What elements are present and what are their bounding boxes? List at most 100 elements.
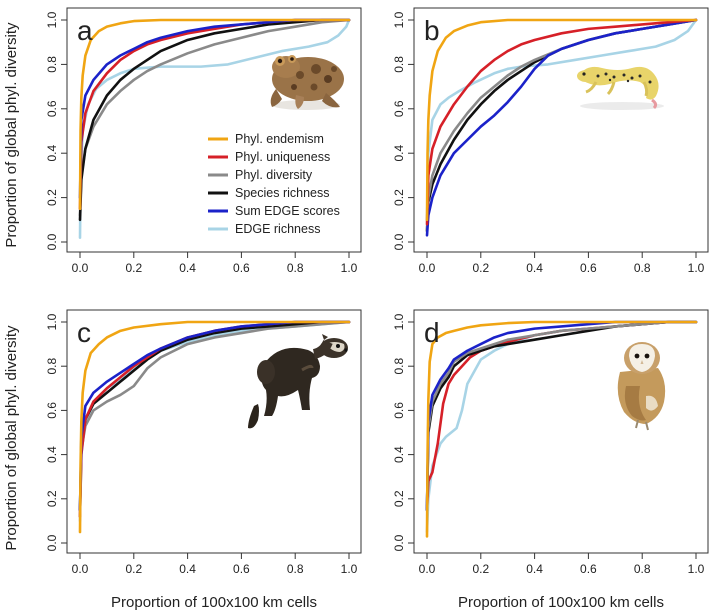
plot-frame-d xyxy=(413,309,709,554)
y-axis-b: 0.0 0.2 0.4 0.6 0.8 1.0 xyxy=(392,11,414,250)
y-tick-label: 0.4 xyxy=(45,145,59,162)
x-tick-label: 0.4 xyxy=(179,261,196,275)
ferret-illustration xyxy=(248,334,348,429)
panel-b: 0.0 0.2 0.4 0.6 0.8 1.0 0.0 0.2 0.4 0.6 0.8 1.0 b xyxy=(392,7,709,275)
legend-label: Phyl. diversity xyxy=(235,168,313,182)
x-axis-title-left: Proportion of 100x100 km cells xyxy=(111,594,317,611)
x-tick-label: 0.8 xyxy=(287,562,304,576)
series-line-phyl-endemism xyxy=(425,18,698,222)
panel-letter-b: b xyxy=(424,15,440,46)
x-tick-label: 0.2 xyxy=(472,562,489,576)
y-tick-label: 0.8 xyxy=(45,56,59,73)
x-axis-a: 0.0 0.2 0.4 0.6 0.8 1.0 xyxy=(72,252,358,275)
x-tick-label: 0.6 xyxy=(233,261,250,275)
y-tick-label: 0.8 xyxy=(392,358,406,375)
x-tick-label: 0.4 xyxy=(179,562,196,576)
series-line-phyl-diversity xyxy=(425,18,698,233)
series-line-species-richness xyxy=(78,320,351,512)
toad-illustration xyxy=(270,55,344,110)
y-tick-label: 1.0 xyxy=(45,313,59,330)
series-line-edge-richness xyxy=(425,18,698,222)
y-axis-title-top: Proportion of global phyl. diversity xyxy=(3,22,20,248)
y-tick-label: 0.0 xyxy=(392,534,406,551)
series-line-phyl-diversity xyxy=(425,320,698,512)
y-tick-label: 0.8 xyxy=(45,358,59,375)
x-tick-label: 0.0 xyxy=(72,562,89,576)
x-tick-label: 0.8 xyxy=(634,261,651,275)
legend-entry: Species richness xyxy=(208,186,330,200)
y-tick-label: 0.6 xyxy=(392,402,406,419)
legend-entry: EDGE richness xyxy=(208,222,320,236)
y-tick-label: 0.2 xyxy=(45,490,59,507)
x-tick-label: 0.2 xyxy=(125,261,142,275)
series-line-phyl-endemism xyxy=(78,18,351,210)
x-tick-label: 0.0 xyxy=(419,562,436,576)
legend-label: Sum EDGE scores xyxy=(235,204,340,218)
y-tick-label: 0.2 xyxy=(45,189,59,206)
legend-entry: Phyl. diversity xyxy=(208,168,313,182)
x-tick-label: 0.8 xyxy=(287,261,304,275)
series-line-sum-edge-scores xyxy=(78,320,351,512)
legend-entry: Phyl. endemism xyxy=(208,132,324,146)
x-tick-label: 0.6 xyxy=(580,261,597,275)
series-line-phyl-endemism xyxy=(425,320,698,538)
panel-a: 0.0 0.2 0.4 0.6 0.8 1.0 0.0 0.2 0.4 0.6 0.8 1.0 a xyxy=(45,7,362,275)
y-tick-label: 0.4 xyxy=(392,145,406,162)
x-tick-label: 0.2 xyxy=(472,261,489,275)
x-axis-d: 0.0 0.2 0.4 0.6 0.8 1.0 xyxy=(419,553,705,576)
series-line-phyl-uniqueness xyxy=(425,18,698,226)
x-axis-title-right: Proportion of 100x100 km cells xyxy=(458,594,664,611)
y-axis-c: 0.0 0.2 0.4 0.6 0.8 1.0 xyxy=(45,313,67,551)
legend: Phyl. endemism Phyl. uniqueness Phyl. dive… xyxy=(208,132,340,236)
x-tick-label: 1.0 xyxy=(688,261,705,275)
legend-label: Phyl. endemism xyxy=(235,132,324,146)
y-tick-label: 1.0 xyxy=(392,11,406,28)
y-tick-label: 0.2 xyxy=(392,490,406,507)
x-tick-label: 1.0 xyxy=(341,562,358,576)
legend-label: Phyl. uniqueness xyxy=(235,150,330,164)
x-tick-label: 0.0 xyxy=(419,261,436,275)
x-tick-label: 0.6 xyxy=(580,562,597,576)
x-tick-label: 0.2 xyxy=(125,562,142,576)
x-axis-b: 0.0 0.2 0.4 0.6 0.8 1.0 xyxy=(419,252,705,275)
y-axis-title-bottom: Proportion of global phyl. diversity xyxy=(3,325,20,551)
x-tick-label: 0.6 xyxy=(233,562,250,576)
series-line-phyl-diversity xyxy=(78,320,351,518)
legend-label: EDGE richness xyxy=(235,222,320,236)
y-tick-label: 0.6 xyxy=(392,100,406,117)
panel-letter-a: a xyxy=(77,15,93,46)
plot-frame-b xyxy=(413,7,709,253)
panel-letter-d: d xyxy=(424,317,440,348)
plot-frame-c xyxy=(66,309,362,554)
y-tick-label: 0.8 xyxy=(392,56,406,73)
panel-d: 0.0 0.2 0.4 0.6 0.8 1.0 0.0 0.2 0.4 0.6 0.8 1.0 d xyxy=(392,309,709,576)
series-line-sum-edge-scores xyxy=(425,18,698,237)
x-axis-c: 0.0 0.2 0.4 0.6 0.8 1.0 xyxy=(72,553,358,576)
y-tick-label: 1.0 xyxy=(392,313,406,330)
x-tick-label: 1.0 xyxy=(688,562,705,576)
series-line-phyl-endemism xyxy=(78,320,351,534)
legend-entry: Sum EDGE scores xyxy=(208,204,340,218)
panel-letter-c: c xyxy=(77,317,91,348)
series-line-species-richness xyxy=(78,18,351,222)
y-tick-label: 1.0 xyxy=(45,11,59,28)
y-tick-label: 0.0 xyxy=(392,233,406,250)
y-tick-label: 0.4 xyxy=(45,446,59,463)
x-tick-label: 1.0 xyxy=(341,261,358,275)
owl-illustration xyxy=(617,342,666,431)
gecko-illustration xyxy=(577,66,664,110)
x-tick-label: 0.4 xyxy=(526,261,543,275)
x-tick-label: 0.0 xyxy=(72,261,89,275)
y-tick-label: 0.2 xyxy=(392,189,406,206)
y-tick-label: 0.4 xyxy=(392,446,406,463)
plot-frame-a xyxy=(66,7,362,253)
y-tick-label: 0.0 xyxy=(45,233,59,250)
legend-label: Species richness xyxy=(235,186,330,200)
legend-entry: Phyl. uniqueness xyxy=(208,150,330,164)
series-line-species-richness xyxy=(425,18,698,233)
y-axis-a: 0.0 0.2 0.4 0.6 0.8 1.0 xyxy=(45,11,67,250)
x-tick-label: 0.4 xyxy=(526,562,543,576)
y-tick-label: 0.6 xyxy=(45,100,59,117)
x-tick-label: 0.8 xyxy=(634,562,651,576)
